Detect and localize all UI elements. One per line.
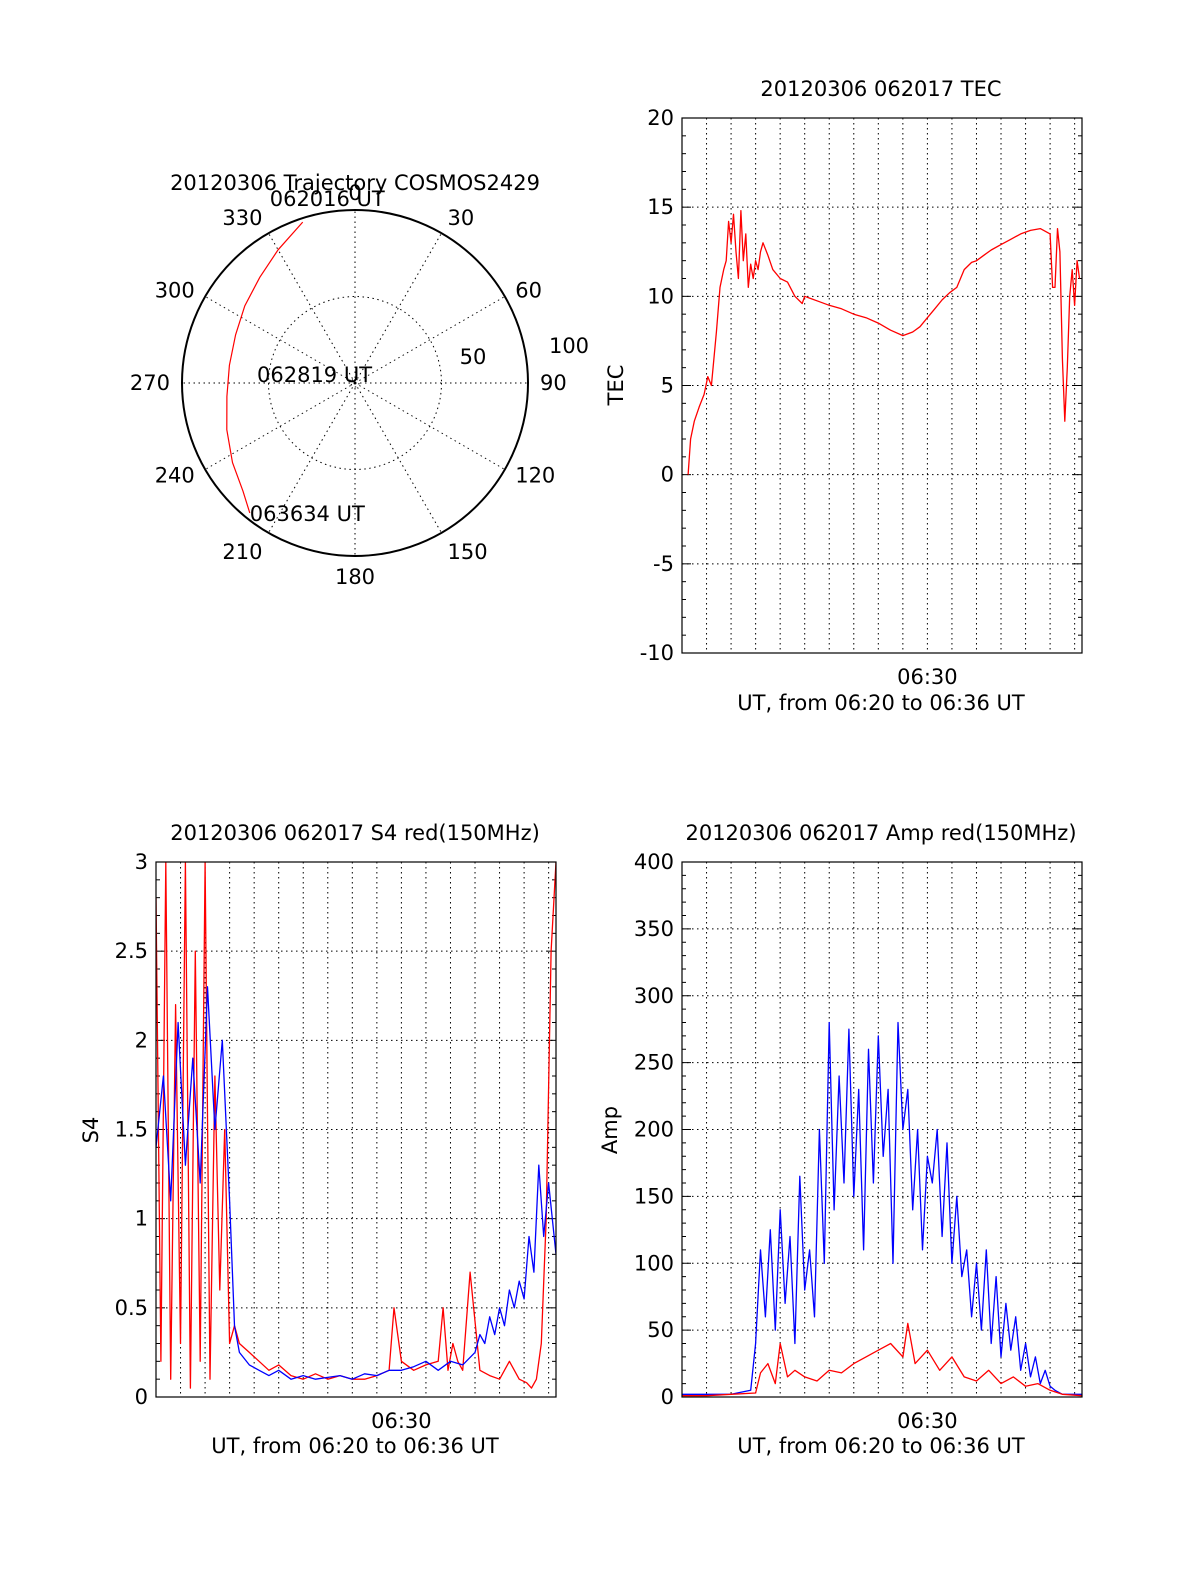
tec-ytick-label: -10 (640, 641, 674, 665)
tec-ylabel: TEC (604, 365, 628, 407)
amp-xlabel: UT, from 06:20 to 06:36 UT (737, 1434, 1025, 1458)
tec-ytick-label: 10 (647, 284, 674, 308)
s4-frame (155, 861, 557, 1398)
s4-ytick-label: 1.5 (115, 1118, 148, 1142)
tec-chart-panel: 20120306 062017 TEC UT, from 06:20 to 06… (604, 77, 1083, 715)
tec-ytick-label: 5 (661, 374, 674, 398)
polar-annotation-063634-UT: 063634 UT (250, 502, 365, 526)
s4-ytick-label: 0.5 (115, 1296, 148, 1320)
polar-trajectory-line (226, 221, 304, 514)
amp-ytick-label: 400 (634, 850, 674, 874)
s4-series-s4-red (156, 862, 556, 1389)
polar-azimuth-label-30: 30 (448, 206, 475, 230)
polar-radius-label-100: 100 (549, 334, 589, 358)
tec-xtick-label: 06:30 (897, 665, 958, 689)
amp-ytick-label: 200 (634, 1118, 674, 1142)
polar-spoke-60 (354, 296, 506, 384)
polar-spoke-330 (268, 232, 356, 384)
polar-annotation-062819-UT: 062819 UT (257, 363, 372, 387)
polar-spoke-300 (204, 296, 356, 384)
polar-azimuth-label-210: 210 (222, 540, 262, 564)
amp-ytick-label: 250 (634, 1051, 674, 1075)
tec-frame (681, 117, 1083, 654)
amp-series-amp-blue (682, 1021, 1082, 1395)
polar-spoke-240 (204, 382, 356, 470)
polar-azimuth-label-90: 90 (540, 371, 567, 395)
polar-azimuth-label-330: 330 (222, 206, 262, 230)
polar-azimuth-label-120: 120 (515, 464, 555, 488)
s4-series-s4-blue (156, 986, 556, 1380)
polar-spoke-120 (354, 382, 506, 470)
tec-title: 20120306 062017 TEC (760, 77, 1001, 101)
polar-azimuth-label-240: 240 (155, 464, 195, 488)
polar-azimuth-label-180: 180 (335, 565, 375, 589)
s4-ytick-label: 1 (135, 1207, 148, 1231)
polar-azimuth-label-270: 270 (130, 371, 170, 395)
polar-azimuth-label-60: 60 (515, 279, 542, 303)
amp-ytick-label: 150 (634, 1184, 674, 1208)
amp-chart-panel: 20120306 062017 Amp red(150MHz) UT, from… (598, 821, 1083, 1458)
s4-ytick-label: 2.5 (115, 939, 148, 963)
s4-ytick-label: 0 (135, 1385, 148, 1409)
polar-azimuth-label-300: 300 (155, 279, 195, 303)
polar-spoke-210 (268, 382, 356, 534)
polar-spoke-150 (354, 382, 442, 534)
amp-xtick-label: 06:30 (897, 1409, 958, 1433)
polar-trajectory-panel: 20120306 Trajectory COSMOS2429 0 30 60 90 12… (130, 171, 589, 589)
polar-radius-label-50: 50 (460, 345, 487, 369)
s4-ytick-label: 3 (135, 850, 148, 874)
s4-xtick-label: 06:30 (371, 1409, 432, 1433)
tec-xlabel: UT, from 06:20 to 06:36 UT (737, 691, 1025, 715)
amp-ytick-label: 100 (634, 1251, 674, 1275)
amp-ytick-label: 300 (634, 984, 674, 1008)
s4-title: 20120306 062017 S4 red(150MHz) (170, 821, 540, 845)
s4-xlabel: UT, from 06:20 to 06:36 UT (211, 1434, 499, 1458)
tec-ytick-label: -5 (653, 552, 674, 576)
amp-ytick-label: 0 (661, 1385, 674, 1409)
tec-series-tec (687, 210, 1081, 475)
polar-outer-circle (181, 209, 529, 557)
polar-ring-center (350, 378, 360, 388)
polar-spoke-30 (354, 232, 442, 384)
tec-ytick-label: 0 (661, 463, 674, 487)
amp-ylabel: Amp (598, 1106, 622, 1154)
s4-chart-panel: 20120306 062017 S4 red(150MHz) UT, from … (79, 821, 557, 1458)
s4-series-group (156, 862, 556, 1389)
s4-ytick-label: 2 (135, 1028, 148, 1052)
polar-title: 20120306 Trajectory COSMOS2429 (170, 171, 540, 195)
polar-azimuth-label-150: 150 (448, 540, 488, 564)
amp-title: 20120306 062017 Amp red(150MHz) (685, 821, 1076, 845)
tec-series-group (687, 210, 1081, 475)
amp-ytick-label: 50 (647, 1318, 674, 1342)
s4-ylabel: S4 (79, 1117, 103, 1144)
amp-series-group (682, 1021, 1082, 1397)
tec-ytick-label: 20 (647, 106, 674, 130)
polar-annotation-062016-UT: 062016 UT (270, 187, 385, 211)
polar-azimuth-label-0: 0 (348, 181, 361, 205)
amp-ytick-label: 350 (634, 917, 674, 941)
tec-ytick-label: 15 (647, 195, 674, 219)
amp-frame (681, 861, 1083, 1398)
amp-series-amp-red (682, 1322, 1082, 1397)
